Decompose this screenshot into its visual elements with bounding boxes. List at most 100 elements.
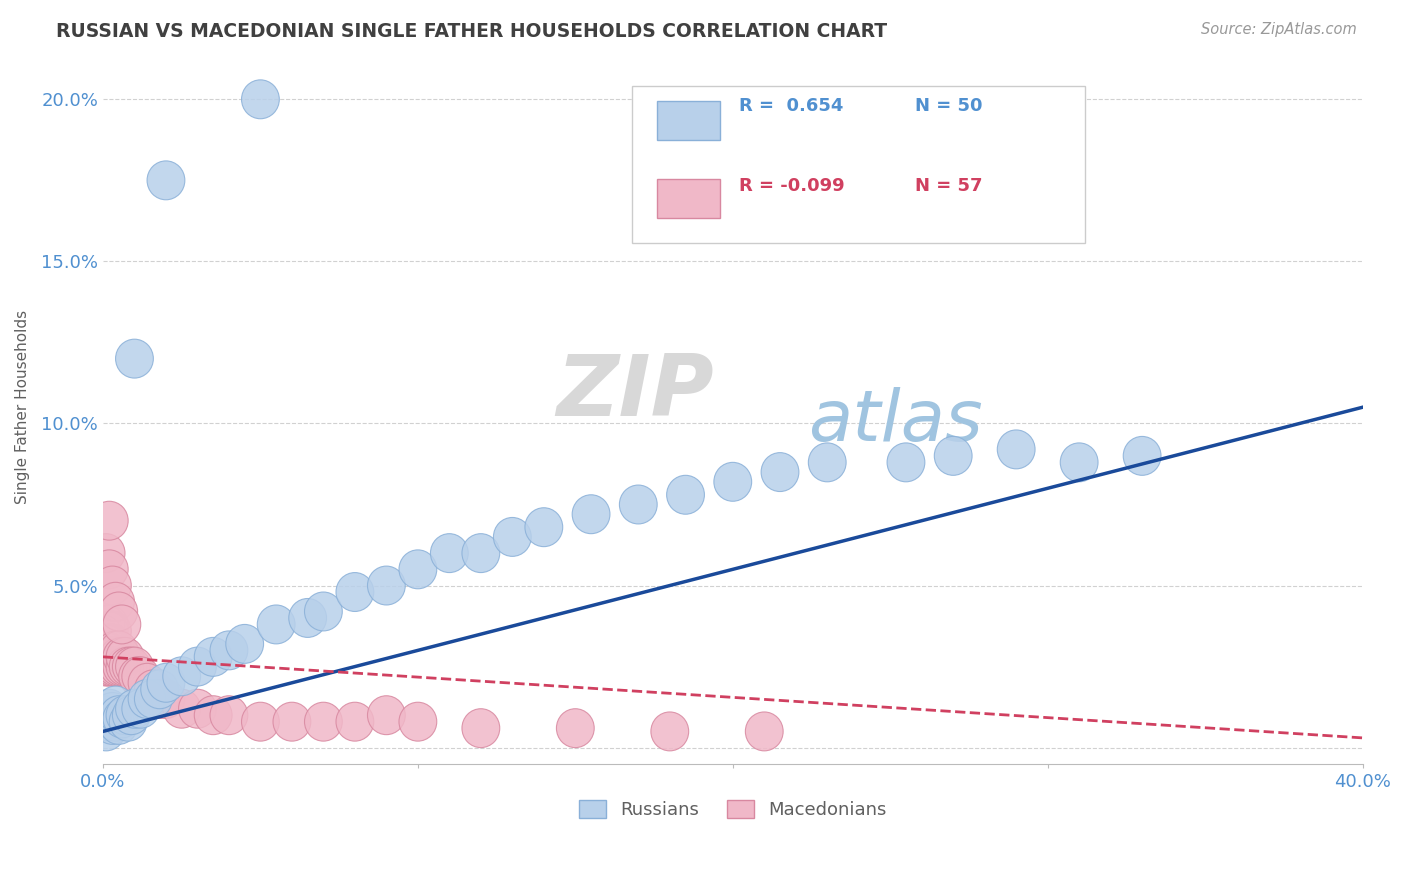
FancyBboxPatch shape [657,101,720,140]
Ellipse shape [399,702,437,741]
Ellipse shape [97,631,135,670]
Ellipse shape [100,706,138,745]
Ellipse shape [87,631,125,670]
Ellipse shape [557,709,595,747]
Ellipse shape [94,624,131,664]
Text: RUSSIAN VS MACEDONIAN SINGLE FATHER HOUSEHOLDS CORRELATION CHART: RUSSIAN VS MACEDONIAN SINGLE FATHER HOUS… [56,22,887,41]
Ellipse shape [463,533,499,573]
Ellipse shape [87,624,125,664]
Ellipse shape [141,670,179,709]
Ellipse shape [128,664,166,702]
Ellipse shape [209,696,247,735]
Ellipse shape [1123,436,1161,475]
Ellipse shape [179,690,217,728]
Ellipse shape [935,436,972,475]
Ellipse shape [572,495,610,533]
Ellipse shape [94,566,131,605]
FancyBboxPatch shape [633,87,1085,244]
Ellipse shape [135,680,173,718]
Ellipse shape [90,702,128,741]
Ellipse shape [94,706,131,745]
Ellipse shape [714,462,752,501]
Ellipse shape [97,686,135,725]
Ellipse shape [620,485,657,524]
Ellipse shape [148,680,184,718]
Text: R =  0.654: R = 0.654 [740,97,844,115]
Ellipse shape [745,712,783,751]
Text: N = 57: N = 57 [915,178,983,195]
Ellipse shape [103,647,141,686]
Ellipse shape [288,599,326,638]
Ellipse shape [94,647,131,686]
Ellipse shape [87,712,125,751]
Ellipse shape [87,647,125,686]
Ellipse shape [112,696,150,735]
Ellipse shape [100,592,138,631]
Ellipse shape [84,631,122,670]
Ellipse shape [105,647,143,686]
Ellipse shape [103,638,141,676]
Ellipse shape [128,680,166,718]
Ellipse shape [524,508,562,547]
Ellipse shape [94,699,131,738]
Ellipse shape [94,638,131,676]
FancyBboxPatch shape [657,179,720,219]
Ellipse shape [94,702,131,741]
Ellipse shape [242,80,280,119]
Ellipse shape [87,696,125,735]
Ellipse shape [194,696,232,735]
Ellipse shape [115,647,153,686]
Ellipse shape [257,605,295,644]
Ellipse shape [163,657,201,696]
Ellipse shape [90,605,128,644]
Ellipse shape [209,631,247,670]
Ellipse shape [226,624,263,664]
Ellipse shape [163,690,201,728]
Ellipse shape [651,712,689,751]
Ellipse shape [100,647,138,686]
Ellipse shape [90,549,128,589]
Ellipse shape [94,612,131,650]
Ellipse shape [97,638,135,676]
Ellipse shape [135,670,173,709]
Ellipse shape [87,605,125,644]
Ellipse shape [997,430,1035,469]
Text: Source: ZipAtlas.com: Source: ZipAtlas.com [1201,22,1357,37]
Ellipse shape [808,443,846,482]
Ellipse shape [100,631,138,670]
Ellipse shape [94,631,131,670]
Ellipse shape [103,699,141,738]
Ellipse shape [122,657,160,696]
Ellipse shape [367,566,405,605]
Ellipse shape [336,702,374,741]
Text: ZIP: ZIP [557,351,714,434]
Text: atlas: atlas [808,387,983,456]
Ellipse shape [105,696,143,735]
Ellipse shape [100,638,138,676]
Ellipse shape [122,690,160,728]
Legend: Russians, Macedonians: Russians, Macedonians [572,792,894,826]
Ellipse shape [90,624,128,664]
Ellipse shape [666,475,704,514]
Ellipse shape [110,702,148,741]
Ellipse shape [273,702,311,741]
Ellipse shape [179,647,217,686]
Ellipse shape [90,501,128,541]
Ellipse shape [194,638,232,676]
Ellipse shape [94,692,131,731]
Text: N = 50: N = 50 [915,97,983,115]
Ellipse shape [112,647,150,686]
Text: R = -0.099: R = -0.099 [740,178,845,195]
Ellipse shape [305,592,342,631]
Ellipse shape [761,452,799,491]
Ellipse shape [367,696,405,735]
Ellipse shape [115,339,153,378]
Ellipse shape [97,582,135,621]
Ellipse shape [97,702,135,741]
Ellipse shape [399,549,437,589]
Ellipse shape [118,657,156,696]
Ellipse shape [84,615,122,654]
Ellipse shape [148,161,184,200]
Ellipse shape [87,533,125,573]
Ellipse shape [90,612,128,650]
